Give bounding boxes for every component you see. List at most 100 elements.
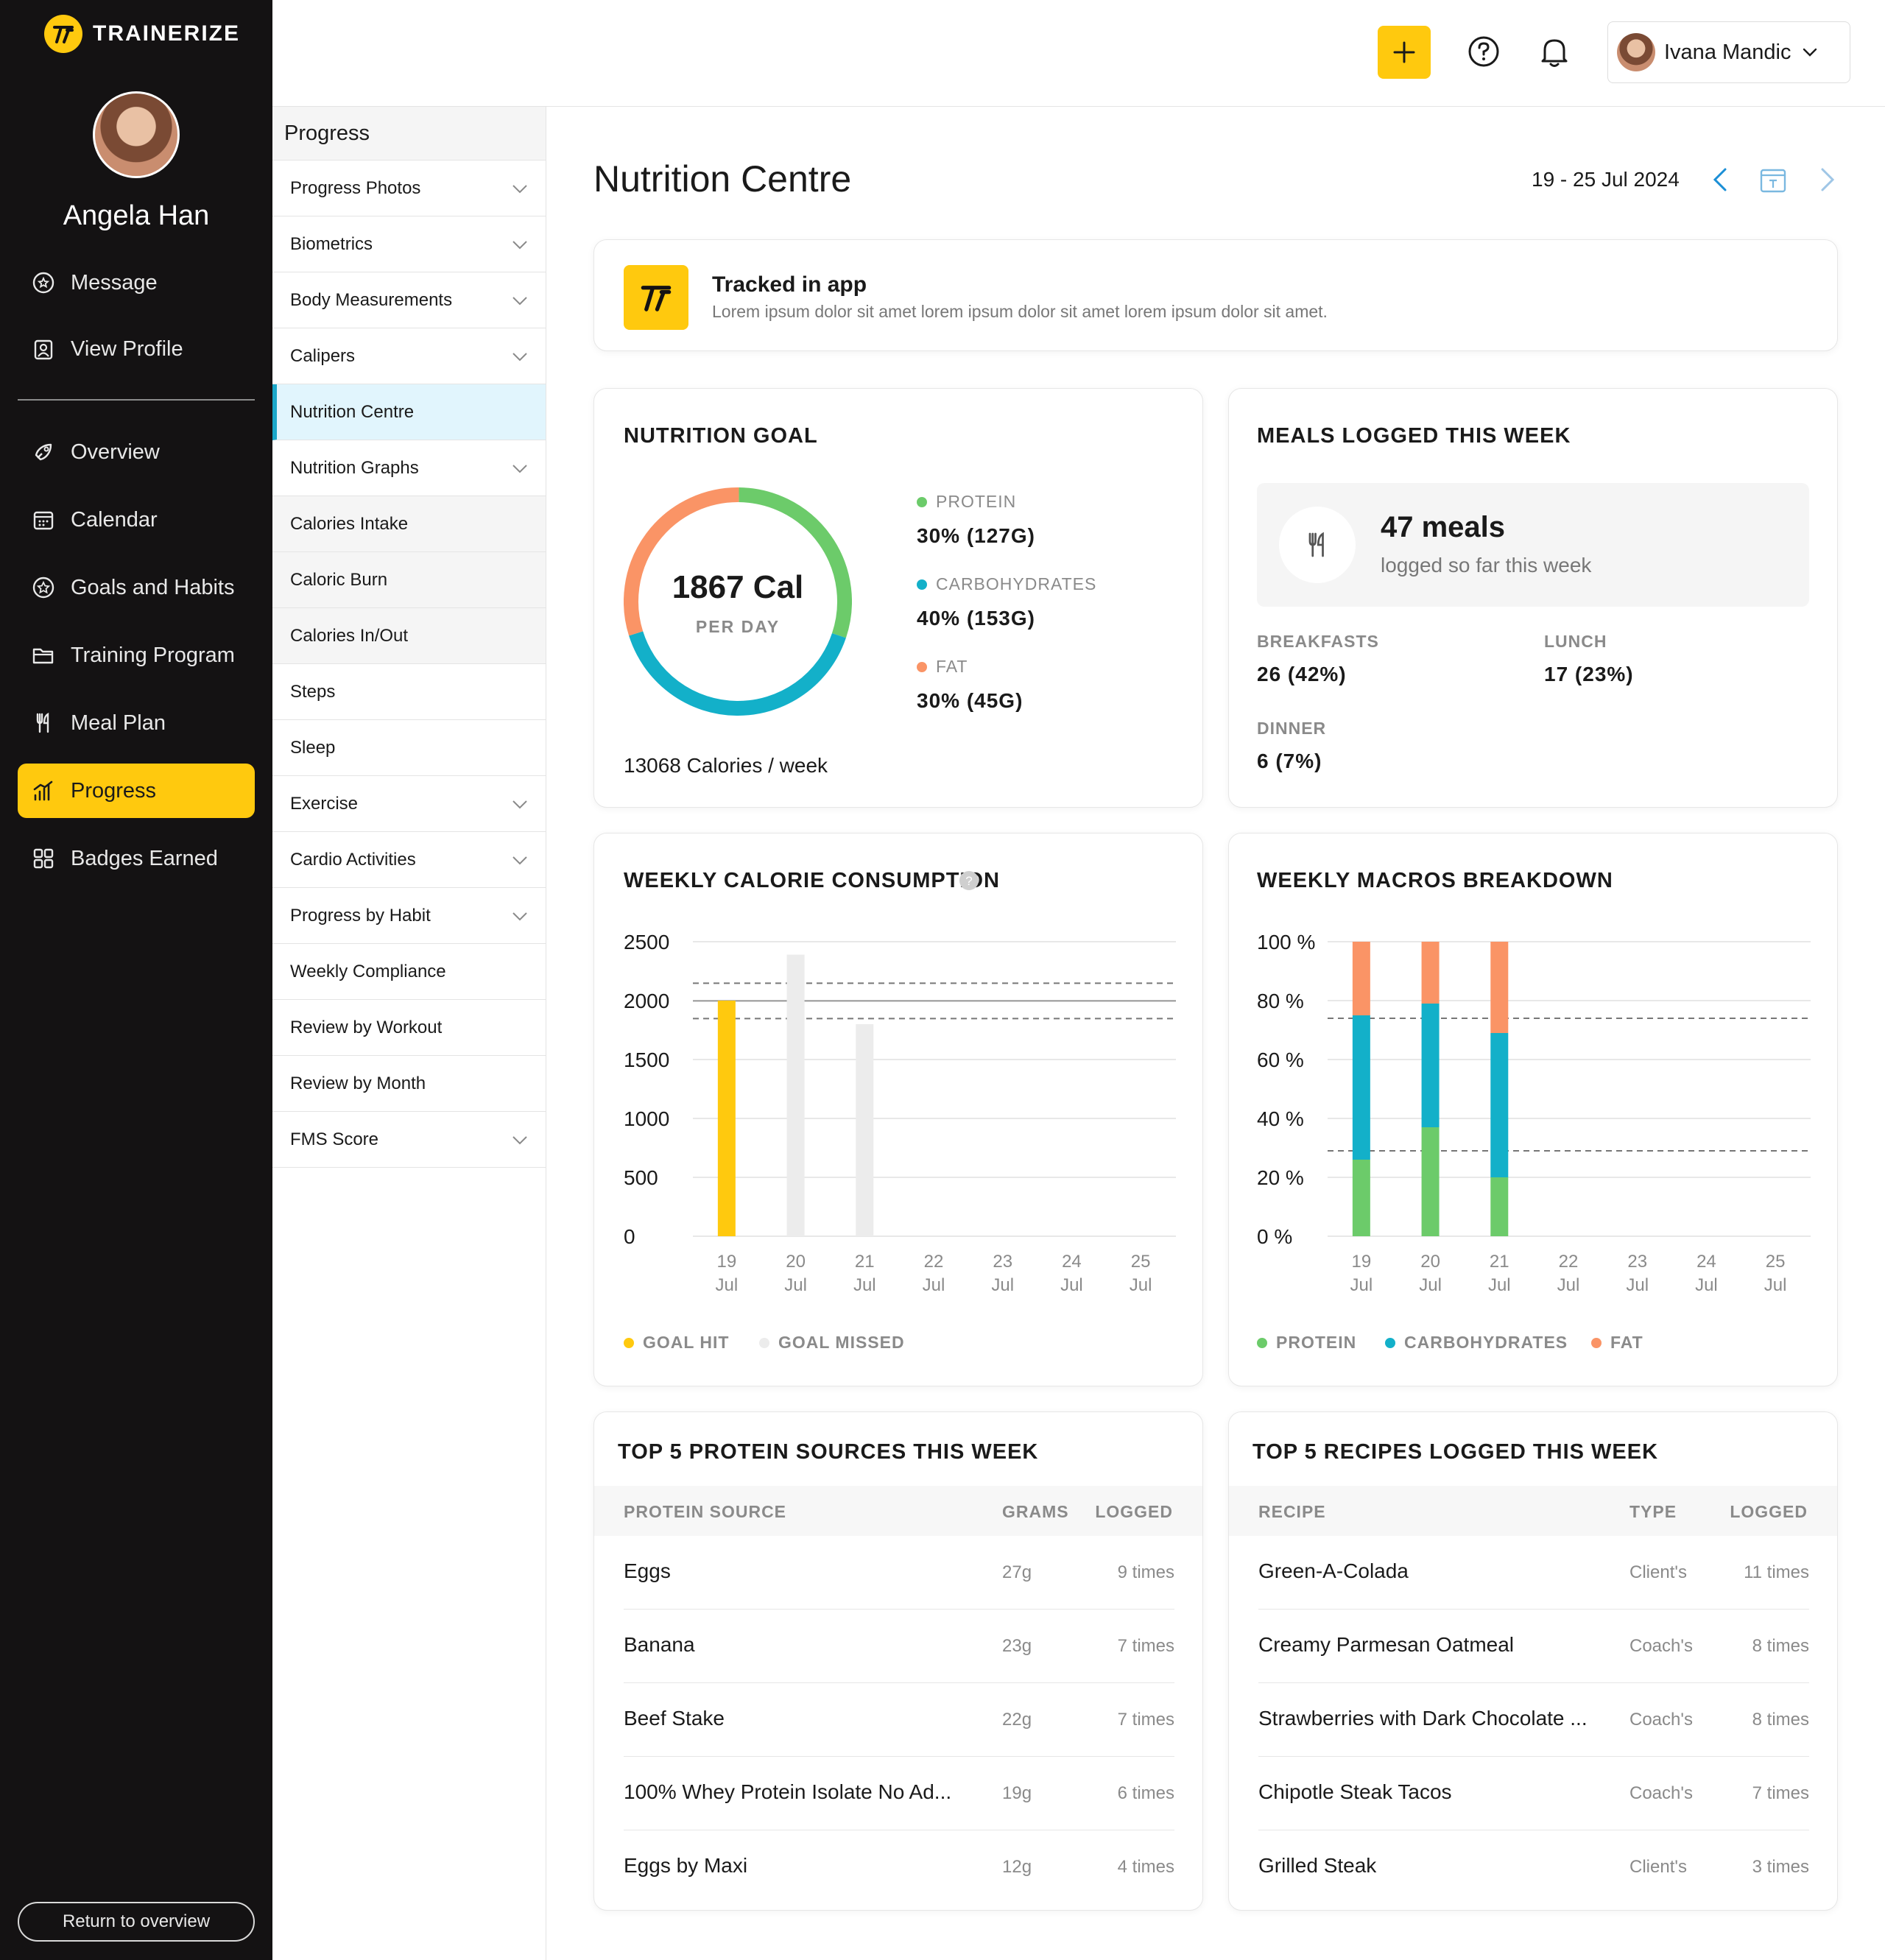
subnav-item-nutrition-centre[interactable]: Nutrition Centre (272, 384, 546, 440)
legend-label: GOAL MISSED (778, 1333, 905, 1352)
table-row[interactable]: 100% Whey Protein Isolate No Ad... 19g 6 t… (624, 1757, 1174, 1830)
add-button[interactable] (1378, 26, 1431, 79)
table-row[interactable]: Chipotle Steak Tacos Coach's 7 times (1258, 1757, 1809, 1830)
macro-bar-fat[interactable] (1490, 942, 1509, 1033)
previous-week-button[interactable] (1707, 165, 1736, 194)
sidebar-item-progress[interactable]: Progress (18, 764, 255, 818)
svg-text:?: ? (965, 874, 972, 888)
subnav-item-review-by-month[interactable]: Review by Month (272, 1056, 546, 1112)
table-row[interactable]: Grilled Steak Client's 3 times (1258, 1830, 1809, 1904)
macro-bar-carbohydrates[interactable] (1421, 1004, 1440, 1127)
table-row[interactable]: Eggs 27g 9 times (624, 1536, 1174, 1610)
next-week-button[interactable] (1811, 165, 1841, 194)
goal-missed-legend: GOAL MISSED (759, 1333, 905, 1353)
subnav-item-steps[interactable]: Steps (272, 664, 546, 720)
subnav-item-exercise[interactable]: Exercise (272, 776, 546, 832)
subnav-item-caloric-burn[interactable]: Caloric Burn (272, 552, 546, 608)
row-logged: 11 times (1744, 1562, 1809, 1582)
subnav-item-review-by-workout[interactable]: Review by Workout (272, 1000, 546, 1056)
subnav-item-label: Sleep (290, 737, 336, 758)
subnav-item-fms-score[interactable]: FMS Score (272, 1112, 546, 1168)
protein-dot (1257, 1337, 1267, 1348)
subnav-item-progress-photos[interactable]: Progress Photos (272, 161, 546, 216)
calendar-picker-button[interactable] (1758, 165, 1788, 194)
subnav-item-label: Calories In/Out (290, 625, 409, 646)
sidebar-item-training-program[interactable]: Training Program (18, 628, 255, 683)
sidebar-item-view-profile[interactable]: View Profile (18, 322, 255, 376)
sidebar-item-label: Meal Plan (71, 711, 166, 735)
macro-bar-fat[interactable] (1421, 942, 1440, 1004)
table-row[interactable]: Green-A-Colada Client's 11 times (1258, 1536, 1809, 1610)
client-avatar[interactable] (93, 91, 180, 178)
per-day-label: PER DAY (695, 617, 781, 636)
brand-logo[interactable]: TRAINERIZE (44, 15, 240, 53)
chevron-down-icon[interactable] (511, 795, 529, 813)
sidebar-item-overview[interactable]: Overview (18, 425, 255, 479)
legend-label: FAT (1610, 1333, 1643, 1352)
help-icon[interactable] (1467, 35, 1501, 68)
calorie-bar[interactable] (856, 1024, 874, 1236)
table-row[interactable]: Eggs by Maxi 12g 4 times (624, 1830, 1174, 1904)
info-icon[interactable]: ? (959, 870, 979, 891)
subnav-item-weekly-compliance[interactable]: Weekly Compliance (272, 944, 546, 1000)
chevron-down-icon[interactable] (511, 180, 529, 197)
chevron-down-icon[interactable] (511, 851, 529, 869)
sidebar-item-goals-and-habits[interactable]: Goals and Habits (18, 560, 255, 615)
row-logged: 8 times (1752, 1710, 1809, 1730)
calorie-bar[interactable] (717, 1001, 736, 1236)
subnav-item-biometrics[interactable]: Biometrics (272, 216, 546, 272)
card-title: MEALS LOGGED THIS WEEK (1257, 424, 1571, 448)
tracked-subtitle: Lorem ipsum dolor sit amet lorem ipsum d… (712, 302, 1328, 321)
chevron-down-icon[interactable] (511, 348, 529, 365)
chevron-down-icon[interactable] (511, 1131, 529, 1149)
table-row[interactable]: Banana 23g 7 times (624, 1610, 1174, 1683)
dinner-value: 6 (7%) (1257, 750, 1322, 772)
macro-bar-protein[interactable] (1490, 1177, 1509, 1236)
sidebar-item-meal-plan[interactable]: Meal Plan (18, 696, 255, 750)
carbohydrates-dot (917, 579, 927, 590)
calorie-bar[interactable] (786, 954, 805, 1236)
user-avatar (1617, 33, 1655, 71)
subnav-item-body-measurements[interactable]: Body Measurements (272, 272, 546, 328)
sidebar-item-calendar[interactable]: Calendar (18, 493, 255, 547)
subnav-item-sleep[interactable]: Sleep (272, 720, 546, 776)
protein-legend: PROTEIN (1257, 1333, 1356, 1353)
table-row[interactable]: Beef Stake 22g 7 times (624, 1683, 1174, 1757)
macro-bar-carbohydrates[interactable] (1352, 1015, 1370, 1160)
subnav-item-label: Cardio Activities (290, 849, 416, 870)
column-header-logged: LOGGED (1095, 1502, 1173, 1521)
sidebar-item-message[interactable]: Message (18, 255, 255, 310)
return-to-overview-button[interactable]: Return to overview (18, 1902, 255, 1942)
legend-label: GOAL HIT (643, 1333, 730, 1352)
x-tick-day: 20 (786, 1252, 806, 1272)
table-row[interactable]: Creamy Parmesan Oatmeal Coach's 8 times (1258, 1610, 1809, 1683)
y-tick-label: 100 % (1257, 931, 1315, 953)
goal-missed-dot (759, 1337, 769, 1348)
y-tick-label: 1500 (624, 1048, 669, 1071)
notification-bell-icon[interactable] (1537, 34, 1571, 69)
subnav-item-progress-by-habit[interactable]: Progress by Habit (272, 888, 546, 944)
subnav-item-calories-in-out[interactable]: Calories In/Out (272, 608, 546, 664)
chevron-down-icon[interactable] (511, 459, 529, 477)
page-title: Nutrition Centre (593, 158, 852, 200)
user-menu[interactable]: Ivana Mandic (1607, 21, 1850, 83)
subnav-item-calipers[interactable]: Calipers (272, 328, 546, 384)
subnav-item-nutrition-graphs[interactable]: Nutrition Graphs (272, 440, 546, 496)
table-row[interactable]: Strawberries with Dark Chocolate ... Coac… (1258, 1683, 1809, 1757)
subnav-item-cardio-activities[interactable]: Cardio Activities (272, 832, 546, 888)
macro-bar-protein[interactable] (1352, 1160, 1370, 1236)
donut-segment-fat (624, 487, 739, 636)
x-tick-day: 23 (1627, 1252, 1647, 1272)
fork-knife-icon (31, 711, 56, 736)
subnav-item-calories-intake[interactable]: Calories Intake (272, 496, 546, 552)
macro-bar-fat[interactable] (1352, 942, 1370, 1015)
sidebar-item-badges-earned[interactable]: Badges Earned (18, 831, 255, 886)
subnav-item-label: Progress Photos (290, 177, 421, 198)
breakfasts-value: 26 (42%) (1257, 663, 1347, 685)
chevron-down-icon[interactable] (511, 907, 529, 925)
macro-bar-carbohydrates[interactable] (1490, 1033, 1509, 1177)
chevron-down-icon[interactable] (511, 236, 529, 253)
macro-bar-protein[interactable] (1421, 1127, 1440, 1236)
chevron-down-icon[interactable] (511, 292, 529, 309)
